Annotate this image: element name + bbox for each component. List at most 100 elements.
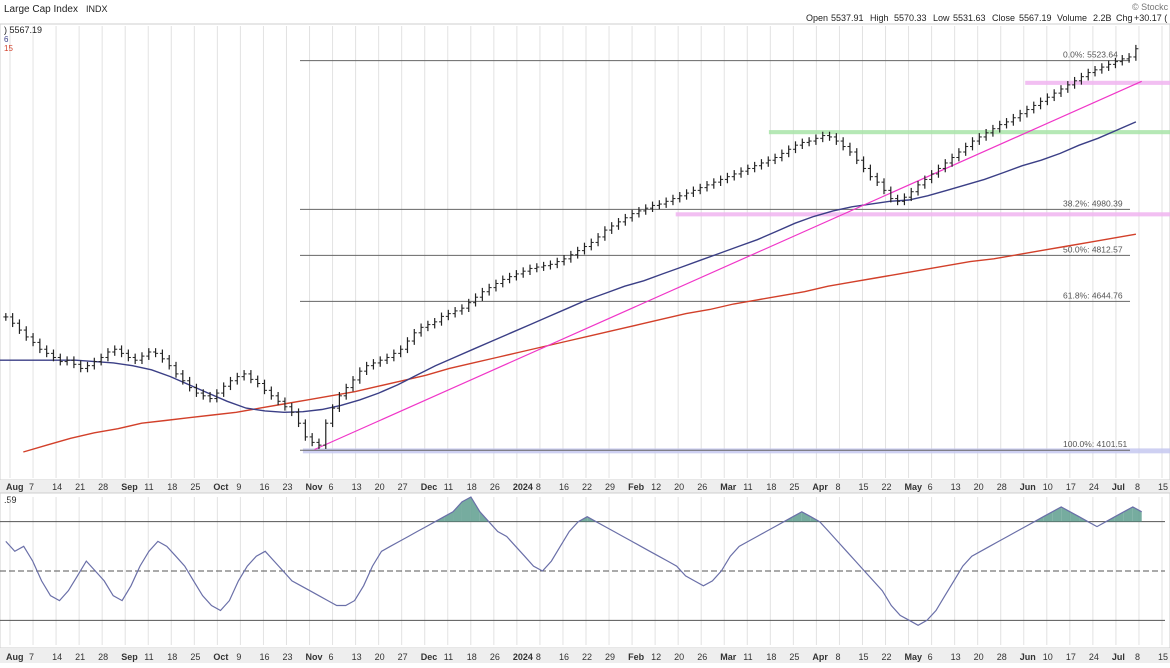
date-tick-label: Feb bbox=[628, 652, 645, 662]
date-tick-label: 20 bbox=[674, 652, 684, 662]
high-value: 5570.33 bbox=[894, 13, 927, 23]
date-tick-label: 25 bbox=[789, 652, 799, 662]
overbought-fill-segment bbox=[1114, 511, 1124, 522]
date-tick-label: 20 bbox=[974, 482, 984, 492]
fibonacci-label: 50.0%: 4812.57 bbox=[1063, 244, 1123, 254]
ma200-line bbox=[23, 233, 1137, 453]
date-tick-label: 15 bbox=[1158, 652, 1168, 662]
date-tick-label: 11 bbox=[743, 652, 752, 662]
high-label: High bbox=[870, 13, 889, 23]
blue-zone bbox=[302, 448, 1170, 454]
pink-zone bbox=[675, 212, 1170, 217]
indicator-overbought-fill bbox=[435, 497, 1142, 522]
last-price-readout: ) 5567.19 bbox=[4, 25, 42, 35]
date-tick-label: 20 bbox=[674, 482, 684, 492]
low-value: 5531.63 bbox=[953, 13, 986, 23]
ma50-legend-fragment: 6 bbox=[4, 35, 9, 44]
close-value: 5567.19 bbox=[1019, 13, 1052, 23]
date-tick-label: 18 bbox=[467, 482, 477, 492]
date-tick-label: 12 bbox=[651, 482, 661, 492]
date-tick-label: 22 bbox=[882, 652, 892, 662]
date-tick-label: Jul bbox=[1112, 482, 1125, 492]
volume-value: 2.2B bbox=[1093, 13, 1112, 23]
date-tick-label: 8 bbox=[536, 482, 541, 492]
date-tick-label: Apr bbox=[812, 652, 828, 662]
date-tick-label: 14 bbox=[52, 482, 62, 492]
overbought-fill-segment bbox=[801, 511, 811, 522]
chart-title: Large Cap Index bbox=[4, 4, 78, 15]
date-tick-label: 16 bbox=[259, 482, 269, 492]
fibonacci-label: 38.2%: 4980.39 bbox=[1063, 198, 1123, 208]
date-tick-label: 28 bbox=[997, 482, 1007, 492]
trendline-layer bbox=[314, 80, 1142, 451]
date-tick-label: Sep bbox=[121, 652, 138, 662]
overbought-fill-segment bbox=[1043, 511, 1053, 522]
date-tick-label: 28 bbox=[997, 652, 1007, 662]
ma200-legend-fragment: 15 bbox=[4, 44, 13, 53]
date-tick-label: 18 bbox=[167, 652, 177, 662]
date-tick-label: 8 bbox=[835, 482, 840, 492]
date-tick-label: 2024 bbox=[513, 482, 533, 492]
date-tick-label: 8 bbox=[835, 652, 840, 662]
date-tick-label: 14 bbox=[52, 652, 62, 662]
date-tick-label: May bbox=[905, 482, 923, 492]
date-tick-label: 13 bbox=[951, 482, 961, 492]
date-tick-label: 11 bbox=[144, 482, 153, 492]
date-tick-label: 24 bbox=[1089, 482, 1099, 492]
date-tick-label: Aug bbox=[6, 652, 24, 662]
date-tick-label: Feb bbox=[628, 482, 645, 492]
date-tick-label: 25 bbox=[190, 652, 200, 662]
price-zones bbox=[302, 80, 1170, 454]
date-tick-label: 17 bbox=[1066, 482, 1076, 492]
date-tick-label: 29 bbox=[605, 482, 615, 492]
date-tick-label: 26 bbox=[697, 652, 707, 662]
date-tick-label: 13 bbox=[352, 482, 362, 492]
date-tick-label: 11 bbox=[743, 482, 752, 492]
date-tick-label: 21 bbox=[75, 652, 85, 662]
overbought-fill-segment bbox=[1070, 511, 1080, 522]
date-axis-top bbox=[0, 480, 1170, 493]
volume-label: Volume bbox=[1057, 13, 1087, 23]
date-tick-label: 13 bbox=[352, 652, 362, 662]
date-tick-label: 18 bbox=[766, 482, 776, 492]
date-tick-label: 10 bbox=[1043, 652, 1053, 662]
date-tick-label: 27 bbox=[398, 652, 408, 662]
date-tick-label: Mar bbox=[720, 482, 737, 492]
date-tick-label: 7 bbox=[29, 652, 34, 662]
date-tick-label: 26 bbox=[490, 482, 500, 492]
open-label: Open bbox=[806, 13, 828, 23]
price-bars bbox=[3, 44, 1139, 449]
date-tick-label: Nov bbox=[306, 652, 323, 662]
date-tick-label: 15 bbox=[1158, 482, 1168, 492]
date-tick-label: Dec bbox=[421, 652, 438, 662]
date-tick-label: 13 bbox=[951, 652, 961, 662]
date-tick-label: 15 bbox=[858, 482, 868, 492]
date-tick-label: Jun bbox=[1020, 652, 1036, 662]
date-tick-label: 25 bbox=[190, 482, 200, 492]
date-axis-top-labels: Aug 7 14 21 28 Sep 11 18 25 Oct 9 16 23 Nov 6 13 20 27 Dec… bbox=[6, 482, 1168, 492]
date-tick-label: May bbox=[905, 652, 923, 662]
date-tick-label: 6 bbox=[329, 482, 334, 492]
green-zone bbox=[768, 130, 1170, 135]
date-tick-label: 22 bbox=[582, 482, 592, 492]
overbought-fill-segment bbox=[470, 497, 480, 522]
overbought-fill-segment bbox=[461, 497, 471, 522]
date-tick-label: 11 bbox=[444, 482, 453, 492]
date-tick-label: 18 bbox=[766, 652, 776, 662]
date-tick-label: 8 bbox=[1135, 652, 1140, 662]
date-tick-label: 10 bbox=[1043, 482, 1053, 492]
date-tick-label: Apr bbox=[812, 482, 828, 492]
date-tick-label: 9 bbox=[236, 652, 241, 662]
date-tick-label: 2024 bbox=[513, 652, 533, 662]
chg-label: Chg bbox=[1116, 13, 1133, 23]
date-tick-label: 6 bbox=[928, 482, 933, 492]
overbought-fill-segment bbox=[453, 501, 462, 522]
date-tick-label: 18 bbox=[167, 482, 177, 492]
date-tick-label: 22 bbox=[882, 482, 892, 492]
date-tick-label: 6 bbox=[329, 652, 334, 662]
fibonacci-levels: 0.0%: 5523.64 38.2%: 4980.39 50.0%: 4812.5… bbox=[300, 50, 1130, 451]
header-bar bbox=[0, 0, 1170, 24]
date-tick-label: Aug bbox=[6, 482, 24, 492]
date-tick-label: 6 bbox=[928, 652, 933, 662]
